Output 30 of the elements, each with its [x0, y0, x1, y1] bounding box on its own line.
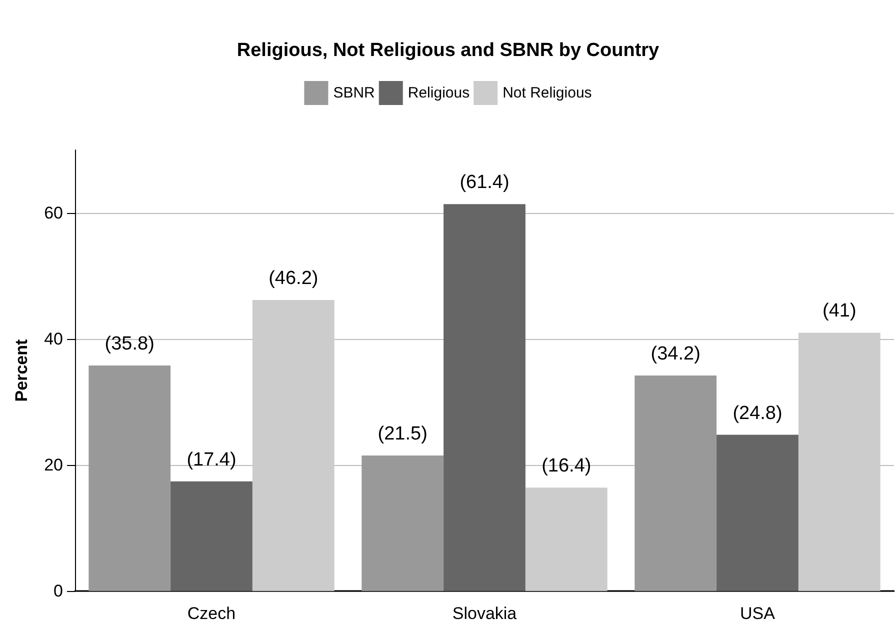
x-tick-label: Slovakia — [452, 604, 518, 622]
data-label: (35.8) — [104, 333, 154, 354]
data-label: (61.4) — [460, 172, 510, 194]
chart-title: Religious, Not Religious and SBNR by Country — [236, 40, 660, 61]
bar — [798, 332, 880, 591]
x-tick-label: Czech — [187, 604, 236, 622]
data-label: (24.8) — [732, 402, 782, 424]
y-tick-label: 60 — [44, 204, 63, 222]
bar — [88, 365, 171, 591]
bar — [525, 488, 608, 591]
bar — [716, 434, 798, 591]
legend-label: Not Religious — [502, 84, 592, 102]
data-label: (16.4) — [542, 456, 592, 477]
y-tick-label: 0 — [54, 582, 63, 600]
data-label: (17.4) — [186, 449, 236, 470]
data-label: (34.2) — [650, 344, 700, 365]
y-axis-title: Percent — [12, 338, 31, 402]
bar — [362, 456, 444, 591]
y-tick-label: 20 — [44, 456, 63, 474]
x-tick-label: USA — [740, 604, 776, 622]
data-label: (41) — [822, 300, 856, 322]
bar — [444, 204, 526, 591]
legend-label: SBNR — [333, 84, 376, 102]
data-label: (21.5) — [378, 424, 428, 445]
y-tick-label: 40 — [44, 330, 63, 348]
bar — [252, 300, 334, 591]
legend-label: Religious — [408, 84, 470, 102]
data-label: (46.2) — [268, 268, 318, 289]
bar — [170, 481, 252, 591]
bar — [634, 376, 717, 591]
